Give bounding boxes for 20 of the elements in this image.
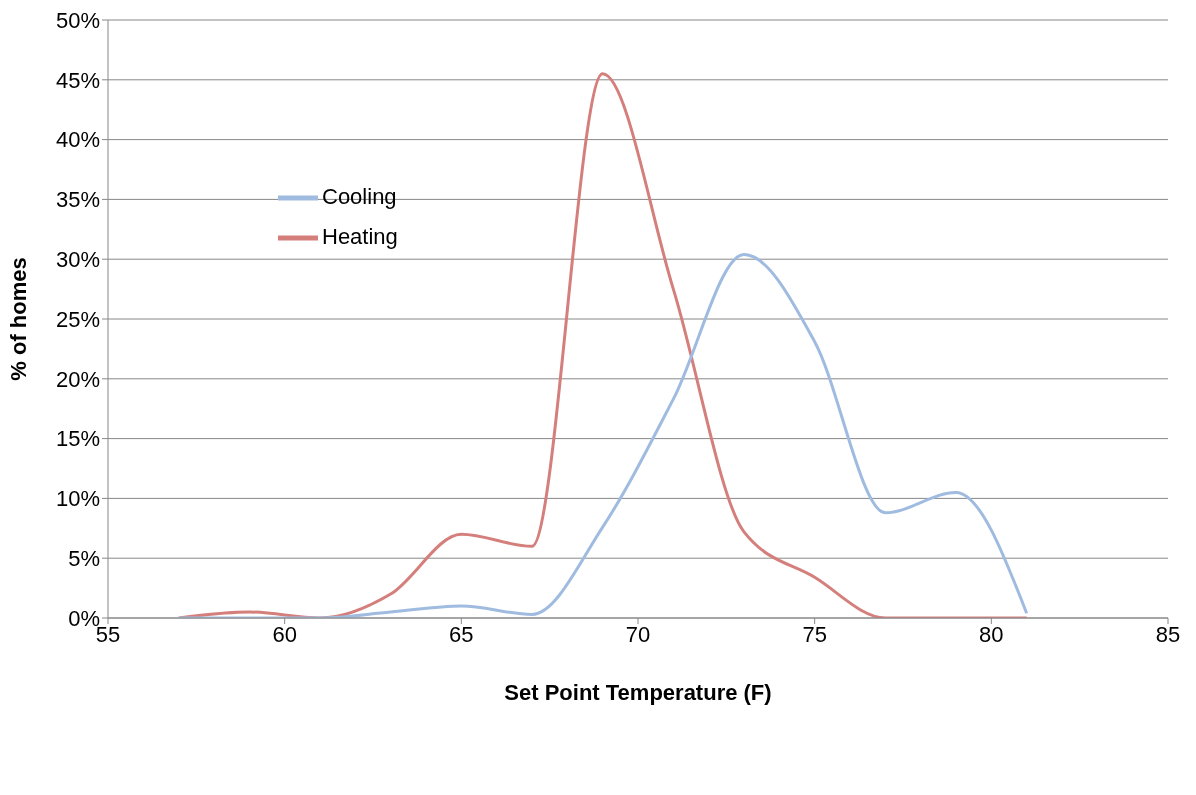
y-tick-label: 45% [55, 67, 100, 93]
y-tick-label: 15% [55, 426, 100, 452]
y-axis-title: % of homes [5, 257, 31, 381]
x-tick-label: 60 [272, 621, 297, 647]
y-tick-label: 20% [55, 366, 100, 392]
legend-label: Cooling [322, 183, 397, 209]
x-tick-label: 65 [449, 621, 474, 647]
x-tick-label: 75 [802, 621, 827, 647]
y-tick-label: 5% [68, 546, 100, 572]
x-tick-label: 70 [625, 621, 651, 647]
y-tick-label: 10% [55, 486, 100, 512]
legend-label: Heating [322, 223, 398, 249]
y-tick-label: 50% [55, 7, 100, 33]
y-tick-label: 35% [55, 187, 100, 213]
y-tick-label: 30% [55, 247, 100, 273]
y-tick-label: 25% [55, 306, 100, 332]
x-tick-label: 85 [1155, 621, 1181, 647]
x-tick-label: 80 [979, 621, 1004, 647]
x-axis-title: Set Point Temperature (F) [504, 680, 772, 705]
y-tick-label: 40% [55, 127, 100, 153]
